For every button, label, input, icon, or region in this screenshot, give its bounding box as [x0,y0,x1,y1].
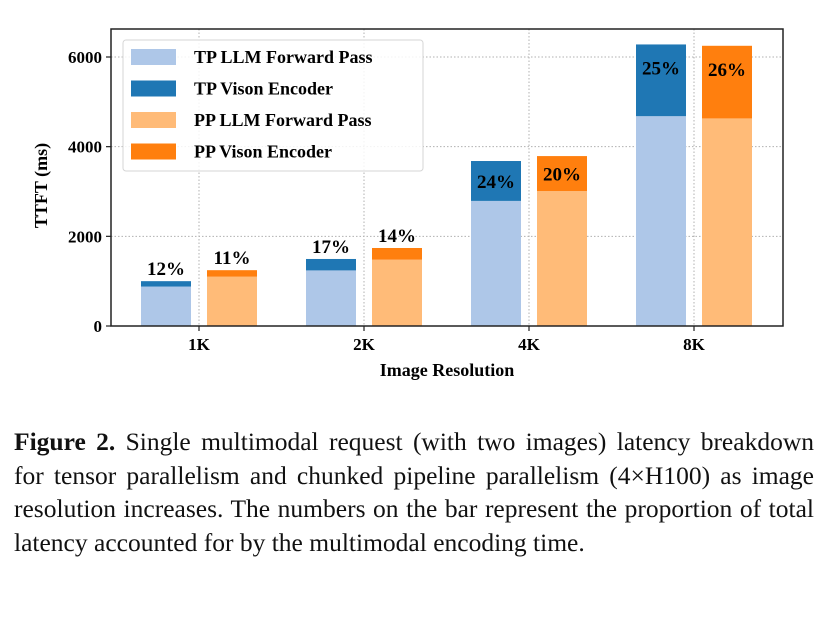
legend-label: TP LLM Forward Pass [194,47,373,67]
stacked-bar-chart: 12% 17% 24% 25% 11% 14% 20% 26% 0 2000 4000 6000 1… [31,28,784,380]
legend-label: PP Vison Encoder [194,142,332,162]
bar-pp-llm-4k [537,191,587,326]
bar-percent-label: 20% [543,165,581,186]
bar-pp-llm-1k [207,276,257,326]
legend-swatch [131,143,176,160]
bar-pp-llm-2k [372,259,422,326]
y-tick-label: 6000 [68,48,102,67]
bar-percent-label: 24% [477,172,515,193]
bar-tp-encoder-4k [471,161,521,201]
x-tick-label: 4K [518,335,541,354]
x-tick-label: 8K [683,335,706,354]
figure-caption: Figure 2. Single multimodal request (wit… [14,425,814,559]
caption-lead: Figure 2. [14,427,116,456]
legend-label: TP Vison Encoder [194,79,333,99]
bar-labels: 12% 17% 24% 25% 11% 14% 20% 26% [147,58,746,280]
bar-tp-llm-2k [306,270,356,326]
y-axis-ticks: 0 2000 4000 6000 [68,48,111,336]
bar-tp-llm-1k [141,286,191,326]
bar-tp-llm-8k [636,116,686,327]
bar-pp-llm-8k [702,118,752,327]
bar-percent-label: 12% [147,259,185,280]
caption-text: Single multimodal request (with two imag… [14,427,814,557]
x-axis-title: Image Resolution [380,360,515,380]
axes-frame [110,28,784,327]
bar-percent-label: 26% [708,60,746,81]
bar-tp-llm-4k [471,200,521,326]
bar-percent-label: 14% [378,226,416,247]
legend: TP LLM Forward Pass TP Vison Encoder PP LL… [122,39,424,172]
y-tick-label: 0 [94,317,103,336]
bar-percent-label: 11% [214,248,251,269]
legend-swatch [131,49,176,65]
y-tick-label: 2000 [68,227,102,246]
x-tick-label: 1K [188,335,211,354]
y-axis-title: TTFT (ms) [31,143,52,228]
bar-pp-encoder-8k [702,45,752,119]
bar-pp-encoder-4k [537,156,587,192]
bar-tp-encoder-1k [141,281,191,287]
y-tick-label: 4000 [68,138,102,157]
bar-percent-label: 17% [312,237,350,258]
bar-percent-label: 25% [642,58,680,79]
x-axis-ticks: 1K 2K 4K 8K [188,326,706,354]
bars [141,44,752,327]
legend-swatch [131,112,176,128]
legend-label: PP LLM Forward Pass [194,110,372,130]
legend-swatch [131,80,176,97]
x-tick-label: 2K [353,335,376,354]
bar-tp-encoder-8k [636,44,686,117]
bar-tp-encoder-2k [306,258,356,271]
legend-box [122,39,424,172]
bar-pp-encoder-2k [372,247,422,260]
bar-pp-encoder-1k [207,270,257,277]
